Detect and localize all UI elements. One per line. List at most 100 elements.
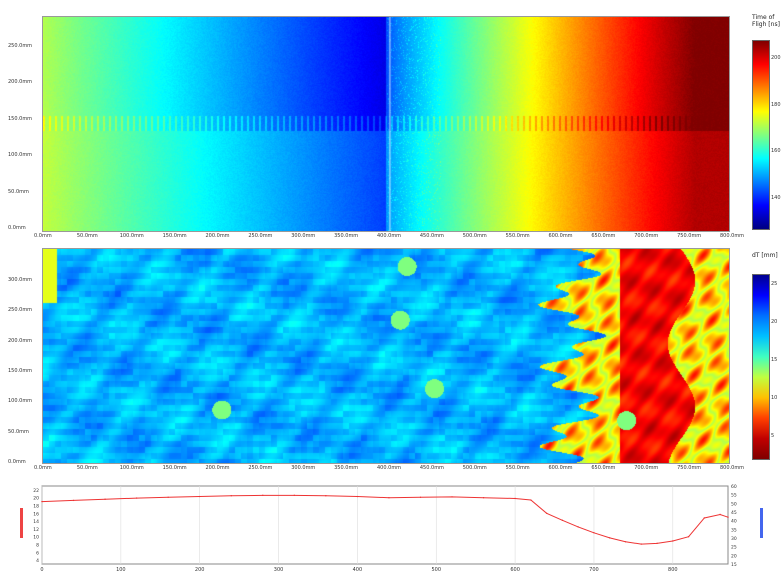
series-point (727, 516, 729, 518)
y-left-tick-label: 16 (33, 511, 39, 517)
x-tick-label: 200 (195, 567, 205, 573)
x-tick-label: 300 (274, 567, 284, 573)
series-point (577, 526, 579, 528)
series-point (719, 513, 721, 516)
tick-label: 450.0mm (419, 465, 444, 471)
series-point (640, 543, 642, 545)
tick-label: 250.0mm (248, 465, 273, 471)
tick-label: 200.0mm (8, 337, 33, 344)
y-right-tick-label: 50 (731, 501, 737, 507)
series-point (561, 519, 564, 522)
series-point (672, 540, 674, 542)
series-point (230, 495, 232, 497)
series-point (356, 495, 359, 498)
tick-label: 650.0mm (591, 233, 616, 239)
y-right-tick-label: 40 (731, 519, 737, 525)
y-left-tick-label: 10 (33, 535, 39, 541)
tick-label: 200 (771, 55, 781, 61)
series-point (388, 497, 390, 499)
tick-label: 150.0mm (8, 368, 33, 374)
y-left-tick-label: 20 (33, 496, 39, 502)
tick-label: 350.0mm (334, 465, 359, 471)
y-right-tick-label: 20 (731, 553, 737, 559)
series-point (262, 494, 264, 497)
middle-colorbar-title: dT [mm] (752, 252, 778, 259)
tick-label: 500.0mm (462, 233, 487, 239)
tick-label: 150.0mm (162, 465, 187, 471)
tick-label: 750.0mm (677, 465, 702, 471)
tick-label: 750.0mm (677, 233, 702, 239)
tick-label: 300.0mm (8, 277, 33, 283)
tick-label: 0.0mm (34, 233, 52, 239)
y-right-tick-label: 55 (731, 493, 737, 499)
series-line (41, 494, 729, 545)
top-colorbar (752, 40, 770, 230)
series-point (687, 536, 690, 538)
tick-label: 600.0mm (548, 233, 573, 239)
tick-label: 550.0mm (505, 465, 530, 471)
y-right-tick-label: 45 (731, 510, 737, 516)
tick-label: 20 (771, 319, 778, 325)
tick-label: 250.0mm (248, 233, 273, 239)
series-point (545, 512, 548, 514)
series-point (703, 517, 706, 519)
left-axis-color-marker (20, 508, 23, 538)
series-point (451, 496, 453, 498)
y-left-tick-label: 14 (33, 519, 39, 525)
y-right-tick-label: 15 (731, 562, 737, 568)
line-plot-area (41, 485, 729, 565)
tick-label: 50.0mm (76, 233, 98, 239)
x-tick-label: 0 (40, 567, 43, 573)
y-left-tick-label: 12 (33, 527, 39, 533)
tick-label: 100.0mm (119, 233, 144, 239)
x-tick-label: 500 (431, 567, 441, 573)
y-left-tick-label: 8 (36, 543, 39, 549)
series-point (593, 532, 595, 534)
tick-label: 5 (771, 433, 775, 439)
tick-label: 10 (771, 395, 778, 401)
tick-label: 400.0mm (377, 233, 402, 239)
tick-label: 0.0mm (34, 465, 52, 471)
middle-heatmap (42, 248, 730, 464)
tick-label: 650.0mm (591, 465, 616, 471)
tick-label: 15 (771, 357, 778, 363)
y-right-tick-label: 25 (731, 545, 737, 551)
tick-label: 600.0mm (548, 465, 573, 471)
tick-label: 160 (771, 148, 781, 155)
tick-label: 350.0mm (334, 233, 359, 239)
tick-label: 550.0mm (505, 233, 530, 239)
series-point (609, 537, 611, 539)
tick-label: 250.0mm (8, 43, 33, 49)
tick-label: 300.0mm (291, 465, 316, 471)
tick-label: 0.0mm (8, 225, 26, 231)
tick-label: 450.0mm (419, 233, 444, 239)
tick-label: 140 (771, 195, 781, 201)
tick-label: 25 (771, 281, 778, 287)
tick-label: 200.0mm (205, 465, 230, 471)
tick-label: 200.0mm (8, 79, 33, 86)
right-axis-color-marker (760, 508, 763, 538)
tick-label: 400.0mm (377, 465, 402, 471)
series-point (293, 494, 296, 497)
tick-label: 50.0mm (76, 465, 98, 471)
series-point (530, 499, 532, 501)
series-point (514, 497, 516, 500)
series-point (104, 498, 106, 500)
y-right-tick-label: 30 (731, 536, 737, 542)
top-heatmap (42, 16, 730, 232)
x-tick-label: 700 (589, 567, 599, 573)
series-point (419, 496, 422, 499)
tick-label: 150.0mm (162, 233, 187, 239)
y-left-tick-label: 22 (33, 488, 39, 494)
tick-label: 800.0mm (720, 233, 745, 239)
tick-label: 100.0mm (8, 398, 33, 405)
x-tick-label: 400 (353, 567, 363, 573)
series-point (41, 500, 43, 503)
middle-heatmap-canvas (43, 249, 729, 463)
top-heatmap-canvas (43, 17, 729, 231)
tick-label: 250.0mm (8, 307, 33, 314)
tick-label: 180 (771, 101, 781, 108)
tick-label: 0.0mm (8, 459, 26, 465)
y-left-tick-label: 4 (36, 558, 39, 564)
y-left-tick-label: 18 (33, 504, 39, 510)
